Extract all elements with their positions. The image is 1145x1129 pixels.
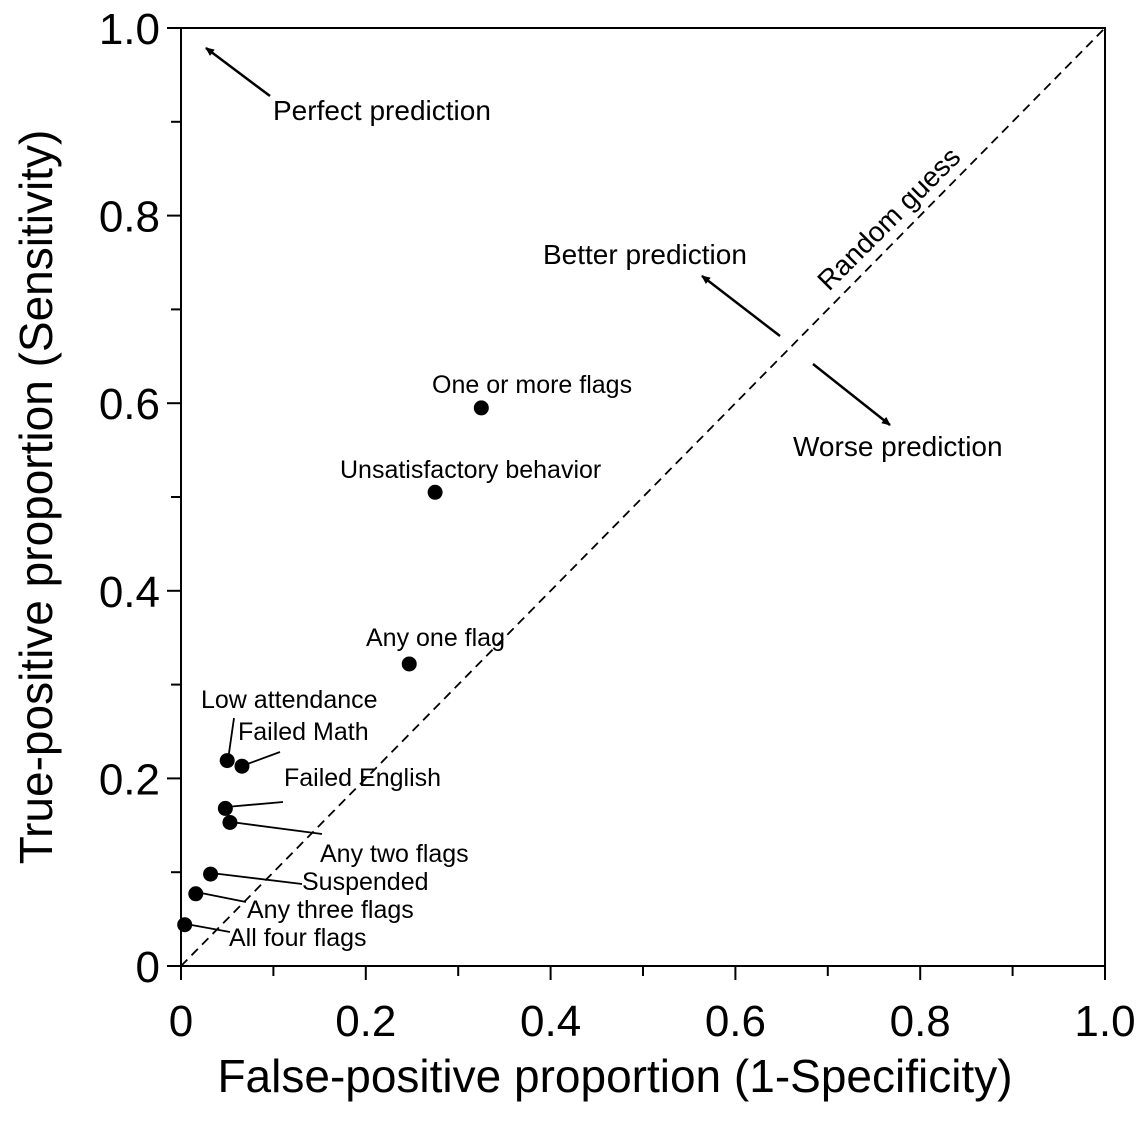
data-points: One or more flags Unsatisfactory behavior…	[177, 371, 632, 952]
x-axis-title: False-positive proportion (1-Specificity…	[217, 1050, 1012, 1102]
perfect-prediction-annotation: Perfect prediction	[205, 47, 491, 126]
data-point	[188, 886, 204, 902]
data-point-group: Unsatisfactory behavior	[340, 456, 601, 500]
data-point	[203, 866, 219, 882]
data-point	[217, 800, 233, 816]
worse-prediction-label: Worse prediction	[793, 431, 1003, 462]
point-leader-line	[230, 821, 323, 835]
data-point-label: Any one flag	[366, 624, 505, 652]
worse-prediction-annotation: Worse prediction	[793, 363, 1003, 462]
random-guess-label: Random guess	[811, 141, 966, 296]
data-point-label: Failed Math	[238, 718, 369, 746]
y-tick-label: 1.0	[99, 5, 160, 54]
y-tick-label: 0.8	[99, 193, 160, 242]
data-point-label: Unsatisfactory behavior	[340, 456, 601, 484]
data-point-label: Failed English	[284, 764, 441, 792]
data-point-group: Suspended	[203, 866, 429, 896]
y-axis-title: True-positive proportion (Sensitivity)	[10, 130, 62, 865]
data-point	[219, 753, 235, 769]
point-leader-line	[185, 923, 231, 933]
y-tick-label: 0.6	[99, 380, 160, 429]
y-tick-label: 0	[136, 943, 160, 992]
x-tick-label: 0.6	[705, 997, 766, 1046]
data-point	[473, 400, 489, 416]
data-point	[427, 484, 443, 500]
point-leader-line	[210, 872, 303, 885]
data-point-group: Any one flag	[366, 624, 505, 672]
random-guess-line	[180, 27, 1106, 967]
axis-tick-labels: 0 0.2 0.4 0.6 0.8 1.0 0 0.2 0.4 0.6 0.8 1.0	[99, 5, 1136, 1046]
data-point-label: One or more flags	[432, 371, 632, 399]
data-point	[222, 814, 238, 830]
data-point	[401, 656, 417, 672]
data-point-group: Low attendance	[201, 686, 378, 769]
data-point-group: Failed English	[217, 764, 441, 816]
data-point-group: Any three flags	[188, 886, 414, 924]
axis-ticks	[167, 27, 1106, 980]
data-point-group: Any two flags	[222, 814, 469, 868]
x-tick-label: 0.2	[335, 997, 396, 1046]
better-prediction-annotation: Better prediction	[543, 239, 781, 337]
better-prediction-arrow	[701, 275, 781, 337]
x-tick-label: 0	[169, 997, 193, 1046]
perfect-prediction-arrow	[205, 47, 271, 97]
data-point-group: One or more flags	[432, 371, 632, 416]
data-point-group: Failed Math	[234, 718, 369, 774]
point-leader-line	[227, 717, 235, 761]
y-tick-label: 0.2	[99, 755, 160, 804]
point-leader-line	[195, 891, 247, 903]
point-leader-line	[225, 801, 284, 808]
better-prediction-label: Better prediction	[543, 239, 747, 270]
y-tick-label: 0.4	[99, 568, 160, 617]
x-tick-label: 0.4	[520, 997, 581, 1046]
data-point	[234, 758, 250, 774]
perfect-prediction-label: Perfect prediction	[273, 95, 491, 126]
x-tick-label: 0.8	[890, 997, 951, 1046]
data-point-label: Any three flags	[247, 896, 414, 924]
data-point-label: All four flags	[229, 924, 367, 952]
x-tick-label: 1.0	[1074, 997, 1135, 1046]
data-point-label: Suspended	[302, 868, 429, 896]
data-point	[177, 917, 193, 933]
data-point-group: All four flags	[177, 917, 367, 952]
data-point-label: Any two flags	[320, 840, 469, 868]
data-point-label: Low attendance	[201, 686, 378, 714]
worse-prediction-arrow	[812, 363, 891, 426]
